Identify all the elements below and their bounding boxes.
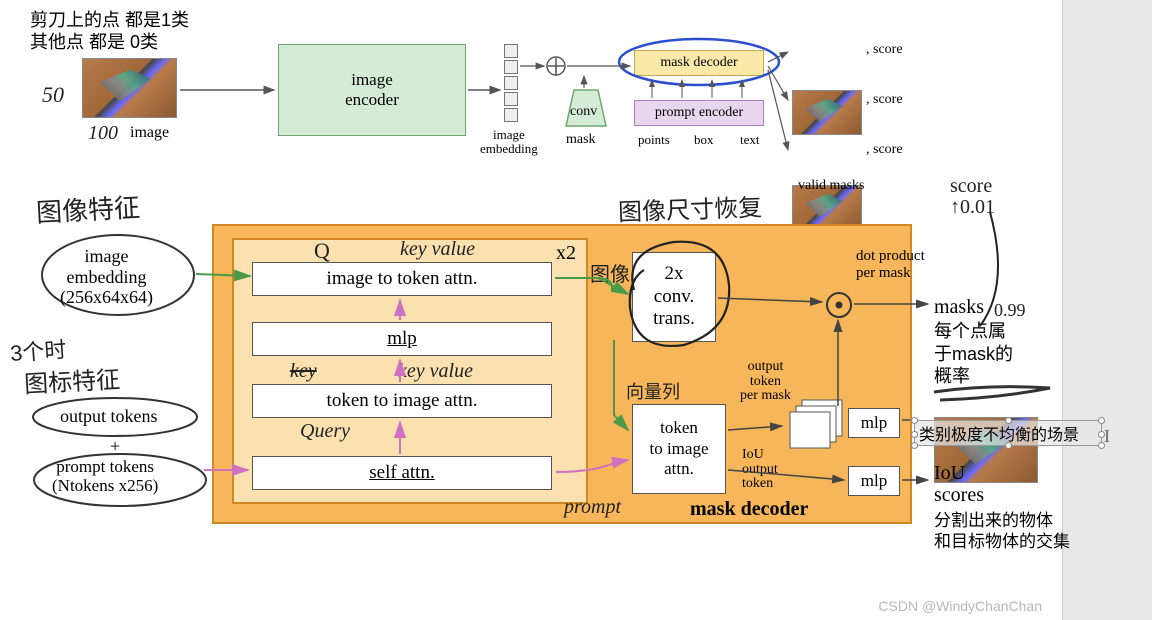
- output-tokens-label: output tokens: [60, 406, 158, 427]
- points-label: points: [638, 132, 670, 148]
- diagram-canvas: 剪刀上的点 都是1类 其他点 都是 0类 50 100 image image …: [0, 0, 1062, 620]
- token-cards: [784, 396, 848, 450]
- image-embedding-label: image embedding: [480, 128, 538, 157]
- selfattn-label: self attn.: [369, 462, 434, 484]
- tok2img2-box: token to image attn.: [632, 404, 726, 494]
- token-stack: [504, 44, 518, 122]
- text-label: text: [740, 132, 760, 148]
- mask-decoder-label-bottom: mask decoder: [690, 498, 808, 521]
- mlp1-label: mlp: [861, 413, 887, 433]
- note-line2: 其他点 都是 0类: [30, 28, 158, 54]
- hand-query: Query: [300, 420, 350, 443]
- tok2img-label: token to image attn.: [327, 390, 478, 412]
- hand-Q: Q: [314, 238, 330, 264]
- hand-50: 50: [42, 82, 64, 108]
- text-cursor: I: [1104, 426, 1110, 447]
- hand-imgfeat: 图像特征: [35, 187, 141, 229]
- tok2img-box: token to image attn.: [252, 384, 552, 418]
- mlp-box: mlp: [252, 322, 552, 356]
- score-3: , score: [866, 142, 903, 158]
- box-label: box: [694, 132, 714, 148]
- x2-label: x2: [556, 242, 576, 265]
- iou-scores-label: IoU scores: [934, 462, 984, 506]
- valid-masks-label: valid masks: [798, 178, 865, 194]
- mlp2-label: mlp: [861, 471, 887, 491]
- image-encoder-box: image encoder: [278, 44, 466, 136]
- sel-text: 类别极度不均衡的场景: [915, 427, 1079, 444]
- dot-product-icon: [824, 290, 854, 320]
- conv-label: conv: [570, 104, 597, 120]
- conv-trans-scribble: [614, 230, 742, 360]
- image-encoder-label: image encoder: [345, 70, 399, 110]
- prompt-tokens-label: prompt tokens (Ntokens x256): [52, 458, 158, 495]
- hand-kv1: key value: [400, 238, 475, 261]
- watermark: CSDN @WindyChanChan: [878, 598, 1042, 614]
- hand-dimsize: 图像尺寸恢复: [617, 187, 762, 227]
- mlp2-box: mlp: [848, 466, 900, 496]
- image-label: image: [130, 124, 169, 142]
- prompt-encoder-label: prompt encoder: [655, 105, 743, 121]
- iou-out-tok: IoU output token: [742, 448, 778, 492]
- top-input-image: [82, 58, 177, 118]
- image-embedding-node: image embedding (256x64x64): [60, 246, 153, 308]
- sidebar-panel: [1062, 0, 1152, 620]
- oplus-icon: [545, 55, 567, 77]
- mlp1-box: mlp: [848, 408, 900, 438]
- out-tok-per-mask: output token per mask: [740, 360, 791, 404]
- iou-cn: 分割出来的物体 和目标物体的交集: [934, 510, 1070, 553]
- mlp-label: mlp: [387, 328, 417, 350]
- hand-key: key: [290, 360, 317, 383]
- hand-tokfeat: 图标特征: [23, 360, 121, 400]
- mask-label: mask: [566, 132, 596, 148]
- img2tok-label: image to token attn.: [327, 268, 478, 290]
- valid-mask-1: [792, 90, 862, 135]
- dot-product-label: dot product per mask: [856, 248, 925, 281]
- hand-prompt: prompt: [564, 496, 621, 519]
- score-2: , score: [866, 92, 903, 108]
- blue-ellipse: [616, 36, 782, 88]
- score-1: , score: [866, 42, 903, 58]
- hand-xiangj: 向量列: [626, 378, 680, 404]
- tok2img2-label: token to image attn.: [649, 418, 708, 479]
- prompt-encoder-box: prompt encoder: [634, 100, 764, 126]
- hand-kv2: key value: [398, 360, 473, 383]
- hand-100: 100: [88, 122, 118, 145]
- img2tok-box: image to token attn.: [252, 262, 552, 296]
- selected-textbox[interactable]: 类别极度不均衡的场景: [914, 420, 1102, 446]
- score-scribble: [930, 206, 1060, 406]
- selfattn-box: self attn.: [252, 456, 552, 490]
